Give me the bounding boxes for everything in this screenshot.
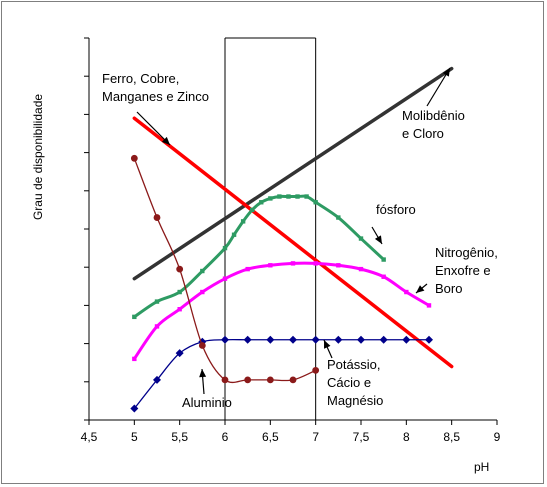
annotation-label: Potássio,: [327, 357, 380, 372]
data-point-fosforo: [295, 194, 300, 199]
data-point-nitrogenio-enxofre-e-boro: [404, 289, 409, 295]
data-point-aluminio: [176, 265, 184, 273]
data-point-fosforo: [222, 245, 228, 251]
x-tick-label: 8,5: [443, 430, 460, 444]
data-point-aluminio: [289, 376, 297, 384]
x-tick-label: 8: [403, 430, 410, 444]
data-point-potassio-cacio-e-magnesio: [379, 335, 388, 344]
data-point-nitrogenio-enxofre-e-boro: [381, 274, 386, 279]
data-point-fosforo: [268, 196, 273, 201]
data-point-potassio-cacio-e-magnesio: [175, 349, 184, 358]
annotation-arrowhead: [324, 340, 331, 349]
annotation-arrowhead: [199, 369, 207, 378]
data-point-potassio-cacio-e-magnesio: [130, 404, 139, 413]
x-tick-label: 5: [131, 430, 138, 444]
annotation-label: Manganes e Zinco: [102, 89, 209, 104]
annotation-label: Cácio e: [327, 375, 371, 390]
data-point-fosforo: [132, 314, 137, 320]
annotation-arrowhead: [374, 235, 382, 244]
data-point-potassio-cacio-e-magnesio: [153, 375, 161, 384]
data-point-fosforo: [336, 215, 341, 220]
data-point-aluminio: [266, 376, 274, 384]
x-tick-label: 4,5: [81, 430, 98, 444]
annotation-label: Ferro, Cobre,: [102, 71, 179, 86]
annotation-label: Magnésio: [327, 393, 383, 408]
data-point-nitrogenio-enxofre-e-boro: [426, 303, 432, 308]
data-point-nitrogenio-enxofre-e-boro: [200, 289, 205, 295]
annotation-label: Enxofre e: [435, 263, 491, 278]
x-tick-label: 7: [312, 430, 319, 444]
annotation-layer: Ferro, Cobre, Manganes e Zinco Molibdênio e…: [102, 67, 498, 410]
data-point-nitrogenio-enxofre-e-boro: [154, 324, 160, 329]
annotation-label: Boro: [435, 281, 462, 296]
data-point-potassio-cacio-e-magnesio: [266, 335, 275, 344]
data-point-potassio-cacio-e-magnesio: [402, 335, 411, 344]
data-point-fosforo: [250, 207, 255, 213]
data-point-nitrogenio-enxofre-e-boro: [358, 266, 364, 272]
annotation-label: e Cloro: [402, 126, 444, 141]
series-line-molibdenio-e-cloro: [132, 66, 454, 281]
data-point-fosforo: [177, 289, 182, 295]
annotation-label: Molibdênio: [402, 108, 465, 123]
annotation-label: Aluminio: [182, 395, 232, 410]
annotation-arrowhead: [442, 68, 450, 77]
data-point-fosforo: [381, 257, 386, 262]
x-tick-label: 7,5: [353, 430, 370, 444]
data-point-aluminio: [221, 376, 229, 384]
data-point-fosforo: [313, 200, 318, 205]
annotation-label: fósforo: [376, 202, 416, 217]
x-tick-label: 6,5: [262, 430, 279, 444]
data-point-fosforo: [259, 200, 264, 205]
annotation-label: Nitrogênio,: [435, 245, 498, 260]
data-point-aluminio: [312, 366, 320, 374]
data-point-nitrogenio-enxofre-e-boro: [177, 307, 182, 312]
highlight-band-layer: [224, 37, 317, 420]
data-point-potassio-cacio-e-magnesio: [311, 335, 320, 344]
data-point-fosforo: [358, 236, 364, 241]
data-point-aluminio: [130, 154, 138, 162]
data-point-potassio-cacio-e-magnesio: [289, 335, 297, 344]
data-point-nitrogenio-enxofre-e-boro: [290, 261, 296, 266]
series-line-potassio-cacio-e-magnesio: [133, 338, 430, 410]
data-point-nitrogenio-enxofre-e-boro: [336, 263, 341, 268]
data-point-aluminio: [244, 376, 252, 384]
data-point-nitrogenio-enxofre-e-boro: [313, 261, 318, 266]
axes-layer: 4,5 5 5,5 6 6,5 7 7,5 8 8,5 9: [81, 37, 501, 444]
data-point-potassio-cacio-e-magnesio: [243, 335, 252, 344]
series-layer: [130, 66, 454, 413]
data-point-fosforo: [304, 194, 309, 199]
data-point-fosforo: [231, 232, 237, 237]
annotation-arrowhead: [416, 285, 425, 293]
data-point-fosforo: [240, 219, 246, 224]
x-tick-label: 6: [222, 430, 229, 444]
x-tick-label: 5,5: [171, 430, 188, 444]
data-point-nitrogenio-enxofre-e-boro: [268, 263, 273, 268]
data-point-nitrogenio-enxofre-e-boro: [245, 266, 250, 272]
data-point-aluminio: [198, 342, 206, 349]
data-point-potassio-cacio-e-magnesio: [334, 335, 343, 344]
data-point-fosforo: [277, 194, 282, 199]
data-point-nitrogenio-enxofre-e-boro: [222, 276, 228, 281]
data-point-aluminio: [153, 214, 161, 221]
data-point-nitrogenio-enxofre-e-boro: [132, 356, 137, 362]
data-point-potassio-cacio-e-magnesio: [357, 335, 365, 344]
data-point-potassio-cacio-e-magnesio: [221, 335, 229, 344]
series-line-ferro-cobre-manganes-e-zinco: [132, 116, 454, 369]
annotation-arrowhead: [161, 136, 170, 145]
y-axis-label: Grau de disponibilidade: [31, 94, 45, 220]
data-point-fosforo: [200, 268, 205, 274]
data-point-fosforo: [154, 299, 160, 304]
data-point-potassio-cacio-e-magnesio: [425, 335, 433, 344]
data-point-fosforo: [286, 194, 291, 199]
x-axis-label: pH: [474, 460, 489, 474]
x-tick-label: 9: [494, 430, 501, 444]
